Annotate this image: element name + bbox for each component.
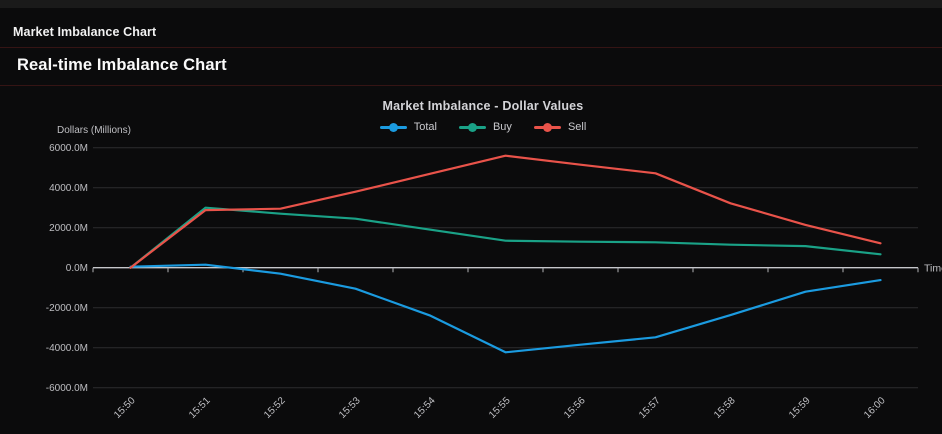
x-tick-label: 15:59 [787,395,813,421]
y-axis-title: Dollars (Millions) [57,125,131,136]
window-title: Market Imbalance Chart [13,25,157,39]
x-tick-label: 15:57 [637,395,663,421]
separator [0,85,942,86]
page-title: Real-time Imbalance Chart [17,56,227,74]
y-tick-label: -6000.0M [46,383,88,394]
series-line-buy[interactable] [129,206,882,269]
x-tick-label: 15:50 [112,395,138,421]
chart-title: Market Imbalance - Dollar Values [382,99,584,113]
x-axis-title: Time [924,263,942,275]
x-tick-label: 15:55 [487,395,513,421]
legend-label: Buy [492,121,512,133]
y-tick-label: 2000.0M [49,223,88,234]
legend-marker-icon [458,122,486,132]
legend-item-buy[interactable]: Buy [458,121,512,133]
chart-canvas[interactable]: 6000.0M 4000.0M 2000.0M 0.0M -2000.0M -4000.0… [0,90,942,434]
legend-dot [467,122,477,132]
y-tick-label: -2000.0M [46,303,88,314]
x-tick-label: 15:58 [712,395,738,421]
y-tick-label: 0.0M [66,263,88,274]
y-tick-label: 6000.0M [49,143,88,154]
y-tick-label: -4000.0M [46,343,88,354]
legend-dot [388,122,398,132]
series-line-sell[interactable] [129,154,882,269]
legend-label: Sell [567,121,587,133]
series-line-total[interactable] [129,263,882,354]
legend-label: Total [413,121,437,133]
x-tick-label: 15:52 [262,395,288,421]
x-tick-label: 15:56 [562,395,588,421]
legend-marker-icon [533,122,561,132]
x-tick-label: 15:53 [337,395,363,421]
legend-marker-icon [379,122,407,132]
x-tick-label: 15:51 [187,395,213,421]
legend-item-total[interactable]: Total [379,121,437,133]
x-tick-label: 16:00 [862,395,888,421]
y-tick-label: 4000.0M [49,183,88,194]
legend-item-sell[interactable]: Sell [533,121,587,133]
legend-dot [542,122,552,132]
separator [0,47,942,48]
chart-legend: Total Buy Sell [73,119,893,135]
x-tick-label: 15:54 [412,395,438,421]
window-top-strip [0,0,942,8]
